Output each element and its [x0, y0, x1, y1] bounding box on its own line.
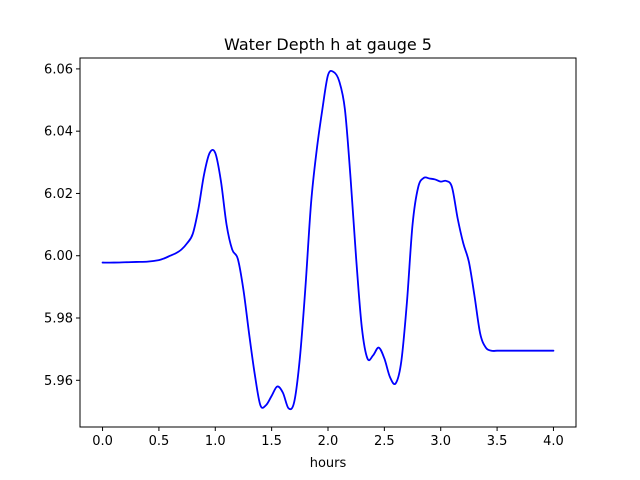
y-tick-label: 6.02: [44, 187, 73, 202]
series-line: [101, 69, 555, 411]
x-tick-label: 3.5: [487, 434, 508, 449]
y-tick-label: 6.04: [44, 125, 73, 140]
x-tick-label: 0.5: [149, 434, 170, 449]
y-tick-label: 6.06: [44, 62, 73, 77]
y-tick-label: 6.00: [44, 249, 73, 264]
x-tick-label: 1.5: [261, 434, 282, 449]
x-axis-label: hours: [310, 456, 347, 471]
x-tick-label: 4.0: [543, 434, 564, 449]
x-tick-label: 0.0: [92, 434, 113, 449]
y-tick-label: 5.98: [44, 312, 73, 327]
y-tick-label: 5.96: [44, 374, 73, 389]
chart-title: Water Depth h at gauge 5: [224, 35, 432, 54]
x-tick-label: 2.0: [318, 434, 339, 449]
x-tick-label: 3.0: [430, 434, 451, 449]
x-tick-label: 1.0: [205, 434, 226, 449]
x-axis: 0.0 0.5 1.0 1.5 2.0 2.5 3.0 3.5 4.0: [92, 427, 564, 449]
x-tick-label: 2.5: [374, 434, 395, 449]
y-axis: 5.96 5.98 6.00 6.02 6.04 6.06: [44, 62, 80, 389]
plot-frame: [79, 57, 577, 428]
